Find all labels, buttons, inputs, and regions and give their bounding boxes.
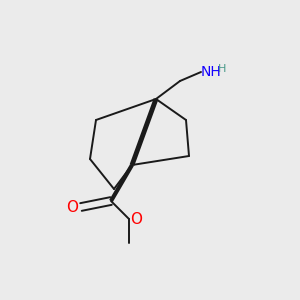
Text: H: H — [218, 64, 226, 74]
Text: NH: NH — [201, 65, 222, 79]
Text: O: O — [66, 200, 78, 214]
Text: O: O — [130, 212, 142, 226]
